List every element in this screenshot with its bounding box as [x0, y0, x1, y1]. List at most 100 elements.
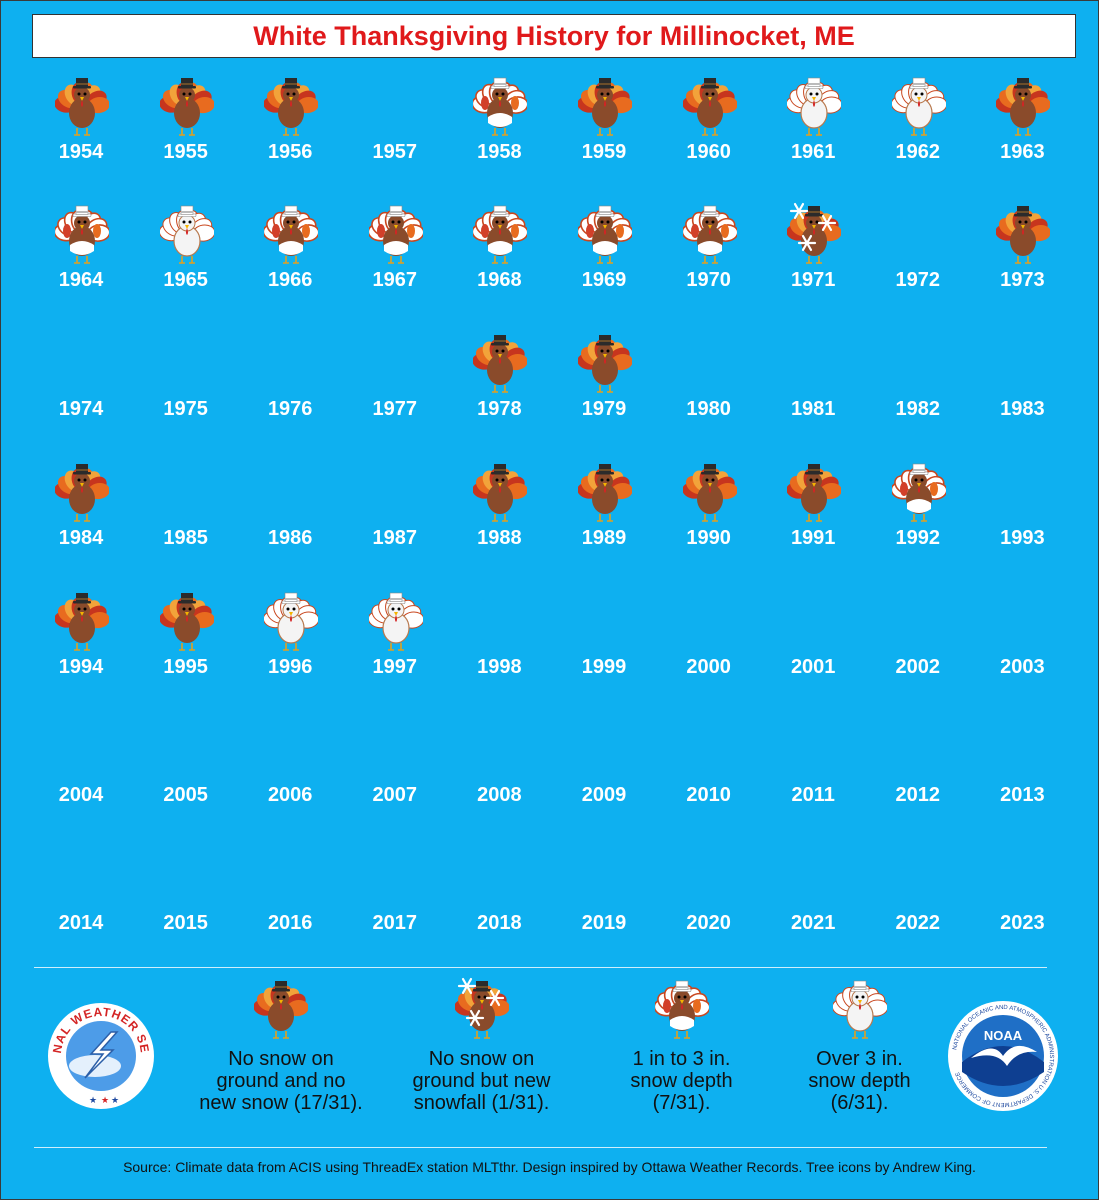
year-cell: 1966 — [238, 199, 342, 319]
no-snow-turkey-icon — [681, 78, 738, 136]
year-cell: 1979 — [552, 328, 656, 448]
year-cell: 2000 — [657, 586, 761, 706]
year-label: 1992 — [895, 527, 941, 549]
year-label: 2019 — [581, 912, 627, 934]
year-cell: 1977 — [343, 328, 447, 448]
year-label: 2020 — [686, 912, 731, 934]
year-cell: 1994 — [29, 586, 133, 706]
noaa-logo-text: NOAA — [984, 1028, 1023, 1043]
year-cell: 2017 — [343, 842, 447, 962]
year-cell: 2023 — [970, 842, 1074, 962]
year-cell: 1964 — [29, 199, 133, 319]
year-label: 2008 — [477, 784, 522, 806]
year-label: 1983 — [1000, 398, 1045, 420]
year-cell: 2015 — [134, 842, 238, 962]
year-cell: 1956 — [238, 71, 342, 191]
no-snow-turkey-icon — [786, 464, 842, 522]
year-cell: 1971 — [761, 199, 865, 319]
year-cell: 1999 — [552, 586, 656, 706]
year-cell: 2012 — [866, 714, 970, 834]
year-cell: 1957 — [343, 71, 447, 191]
year-label: 1993 — [1000, 527, 1045, 549]
year-label: 1984 — [58, 527, 104, 549]
year-cell: 2005 — [134, 714, 238, 834]
year-label: 2017 — [372, 912, 418, 934]
year-label: 2010 — [686, 784, 731, 806]
legend-line: (7/31). — [652, 1092, 711, 1114]
svg-text:★: ★ — [111, 1096, 119, 1106]
year-cell: 2009 — [552, 714, 656, 834]
year-row: 2014 2015 2016 2017 2018 2019 2020 2021 2022 2023 — [29, 842, 1079, 970]
year-cell: 2008 — [447, 714, 551, 834]
year-label: 2011 — [791, 784, 835, 806]
year-label: 1957 — [372, 141, 418, 163]
page-title: White Thanksgiving History for Millinock… — [253, 21, 855, 51]
year-cell: 1955 — [134, 71, 238, 191]
year-row: 1964 1965 1966 1967 1968 1969 1970 1971 1972 1973 — [29, 199, 1079, 327]
year-cell: 1990 — [657, 457, 761, 577]
legend-line: 1 in to 3 in. — [632, 1048, 731, 1070]
year-cell: 2013 — [970, 714, 1074, 834]
year-cell: 1975 — [134, 328, 238, 448]
bottom-divider — [34, 1147, 1047, 1148]
svg-text:★: ★ — [101, 1096, 109, 1106]
year-row: 1994 1995 1996 1997 1998 1999 2000 2001 2002 2003 — [29, 586, 1079, 714]
year-label: 1997 — [372, 656, 418, 678]
legend-line: (6/31). — [830, 1092, 889, 1114]
year-row: 1984 1985 1986 1987 1988 1989 1990 1991 1992 1993 — [29, 457, 1079, 585]
year-label: 1962 — [895, 141, 941, 163]
year-cell: 1984 — [29, 457, 133, 577]
year-label: 1990 — [686, 527, 731, 549]
year-cell: 2002 — [866, 586, 970, 706]
noaa-logo: NOAA NATIONAL OCEANIC AND ATMOSPHERIC AD… — [948, 1001, 1058, 1111]
year-cell: 2020 — [657, 842, 761, 962]
new-snowfall-turkey-icon — [453, 977, 510, 1039]
year-label: 1954 — [58, 141, 104, 163]
year-cell: 1973 — [970, 199, 1074, 319]
year-label: 2000 — [686, 656, 731, 678]
year-label: 1972 — [895, 269, 941, 291]
year-label: 1969 — [581, 269, 627, 291]
deep-snow-depth-turkey-icon — [367, 592, 425, 651]
year-label: 1976 — [267, 398, 313, 420]
year-label: 1958 — [477, 141, 522, 163]
year-cell: 1993 — [970, 457, 1074, 577]
light-snow-depth-turkey-icon — [471, 205, 529, 264]
legend-line: Over 3 in. — [816, 1048, 903, 1070]
year-cell: 2007 — [343, 714, 447, 834]
year-label: 1966 — [267, 269, 313, 291]
year-label: 1987 — [372, 527, 418, 549]
legend-text: Over 3 in. snow depth (6/31). — [787, 1048, 932, 1114]
no-snow-turkey-icon — [158, 593, 215, 651]
legend-line: ground but new — [412, 1070, 551, 1092]
deep-snow-depth-turkey-icon — [263, 592, 320, 651]
year-cell: 1986 — [238, 457, 342, 577]
year-cell: 1983 — [970, 328, 1074, 448]
year-cell: 1959 — [552, 71, 656, 191]
year-label: 2018 — [477, 912, 522, 934]
year-label: 1981 — [790, 398, 836, 420]
year-label: 1973 — [1000, 269, 1045, 291]
no-snow-turkey-icon — [472, 335, 529, 393]
year-label: 1963 — [1000, 141, 1045, 163]
year-label: 2002 — [895, 656, 941, 678]
year-label: 2007 — [372, 784, 418, 806]
year-label: 2012 — [895, 784, 941, 806]
year-label: 1979 — [581, 398, 627, 420]
year-label: 1989 — [581, 527, 627, 549]
year-cell: 1991 — [761, 457, 865, 577]
no-snow-turkey-icon — [158, 78, 215, 136]
year-label: 1959 — [581, 141, 627, 163]
no-snow-turkey-icon — [577, 464, 633, 522]
year-cell: 1961 — [761, 71, 865, 191]
year-cell: 1992 — [866, 457, 970, 577]
year-cell: 1976 — [238, 328, 342, 448]
legend: NATIONAL WEATHER SERVICE ★ ★ ★ NOAA NATI… — [1, 976, 1098, 1136]
year-cell: 1965 — [134, 199, 238, 319]
year-label: 2021 — [790, 912, 836, 934]
year-cell: 2016 — [238, 842, 342, 962]
year-label: 1998 — [477, 656, 522, 678]
year-cell: 1996 — [238, 586, 342, 706]
no-snow-turkey-icon — [54, 78, 110, 136]
